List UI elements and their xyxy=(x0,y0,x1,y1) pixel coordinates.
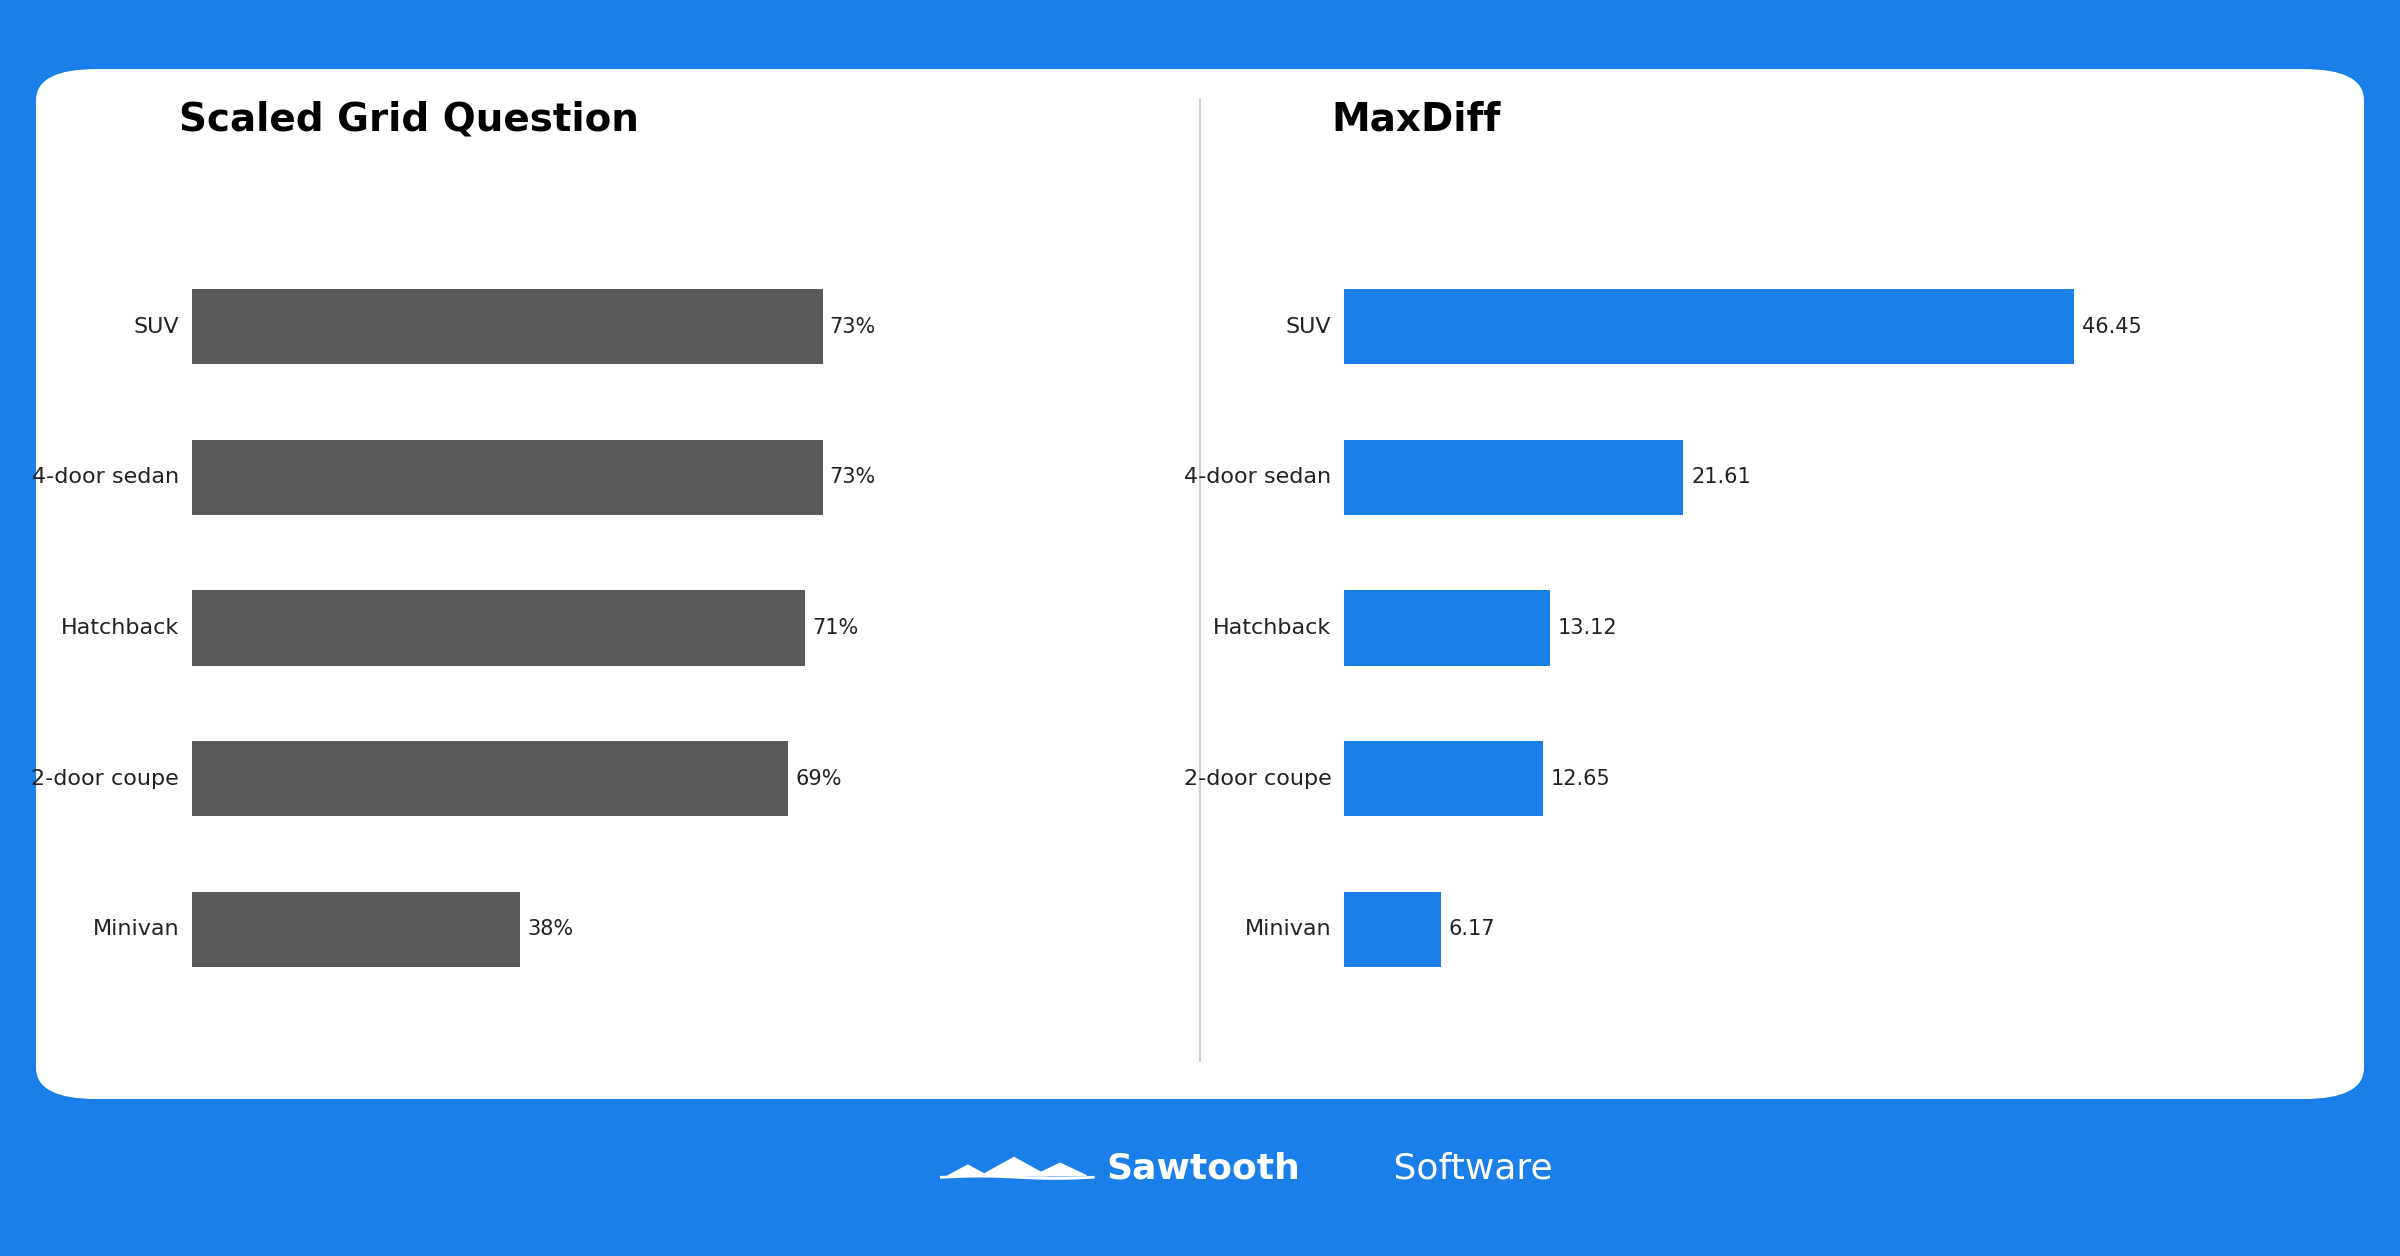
Bar xyxy=(192,892,521,967)
Text: 73%: 73% xyxy=(830,467,876,487)
Bar xyxy=(1344,289,2074,364)
Polygon shape xyxy=(982,1158,1046,1176)
Text: Hatchback: Hatchback xyxy=(1212,618,1332,638)
Text: 12.65: 12.65 xyxy=(1550,769,1610,789)
Text: Sawtooth: Sawtooth xyxy=(1106,1150,1301,1186)
Polygon shape xyxy=(1034,1163,1087,1176)
Text: SUV: SUV xyxy=(134,317,180,337)
Bar xyxy=(1344,741,1543,816)
Bar xyxy=(1344,440,1682,515)
Text: Minivan: Minivan xyxy=(1246,919,1332,939)
Text: Hatchback: Hatchback xyxy=(60,618,180,638)
Bar xyxy=(1344,590,1550,666)
Text: 2-door coupe: 2-door coupe xyxy=(1183,769,1332,789)
Bar xyxy=(192,741,787,816)
Text: Minivan: Minivan xyxy=(94,919,180,939)
Text: SUV: SUV xyxy=(1286,317,1332,337)
Text: 46.45: 46.45 xyxy=(2081,317,2141,337)
Polygon shape xyxy=(948,1166,989,1176)
Text: 2-door coupe: 2-door coupe xyxy=(31,769,180,789)
Text: 4-door sedan: 4-door sedan xyxy=(31,467,180,487)
Text: 38%: 38% xyxy=(528,919,574,939)
FancyBboxPatch shape xyxy=(36,69,2364,1099)
Text: Scaled Grid Question: Scaled Grid Question xyxy=(180,100,638,138)
Text: 21.61: 21.61 xyxy=(1692,467,1752,487)
Text: MaxDiff: MaxDiff xyxy=(1332,100,1500,138)
Text: 13.12: 13.12 xyxy=(1558,618,1618,638)
Bar xyxy=(1344,892,1440,967)
Bar xyxy=(192,440,823,515)
Bar xyxy=(192,289,823,364)
Text: 73%: 73% xyxy=(830,317,876,337)
Text: 6.17: 6.17 xyxy=(1450,919,1495,939)
Bar xyxy=(192,590,806,666)
Text: Software: Software xyxy=(1382,1150,1553,1186)
Text: 71%: 71% xyxy=(811,618,859,638)
Text: 4-door sedan: 4-door sedan xyxy=(1183,467,1332,487)
Text: 69%: 69% xyxy=(794,769,842,789)
